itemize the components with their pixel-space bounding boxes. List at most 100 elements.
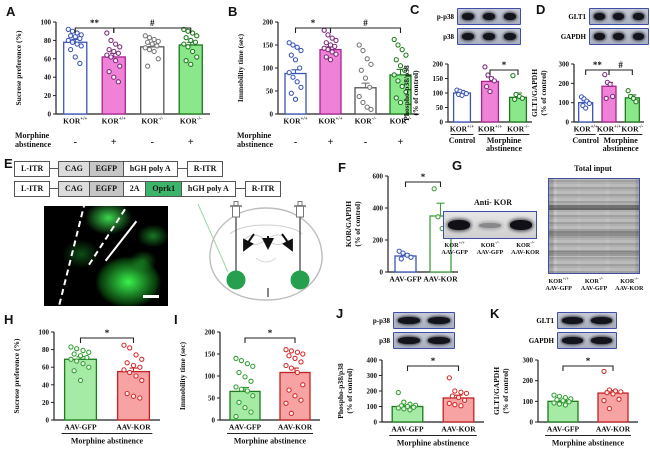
blot-membrane bbox=[393, 332, 455, 349]
x-category-label: KOR-/- bbox=[621, 125, 643, 134]
sig-label: # bbox=[363, 18, 368, 28]
fluorescence-micrograph bbox=[44, 201, 168, 315]
data-point bbox=[401, 399, 407, 405]
bar bbox=[284, 72, 307, 115]
data-point bbox=[403, 52, 409, 58]
data-point bbox=[294, 369, 301, 376]
blot-row: p38 bbox=[362, 332, 455, 349]
data-point bbox=[185, 44, 191, 50]
data-point bbox=[633, 99, 639, 105]
span-label: Morphine abstinence bbox=[552, 439, 625, 448]
protein-band bbox=[591, 337, 612, 344]
data-point bbox=[484, 83, 490, 90]
sig-label: * bbox=[421, 172, 426, 182]
morphine-abstinence-sign: + bbox=[398, 137, 404, 148]
data-point bbox=[327, 42, 334, 48]
data-point bbox=[452, 402, 458, 408]
data-point bbox=[395, 78, 401, 84]
x-category-label: AAV-KOR bbox=[116, 423, 151, 432]
data-point bbox=[364, 104, 370, 110]
blot-row-label: GAPDH bbox=[560, 32, 586, 41]
y-axis-label: (% of control) bbox=[539, 70, 548, 116]
data-point bbox=[630, 95, 637, 102]
blot-membrane bbox=[457, 8, 521, 25]
data-point bbox=[321, 27, 327, 33]
data-point bbox=[325, 46, 331, 53]
x-category-label: KOR+/+ bbox=[574, 125, 598, 134]
span-label: Morphine abstinence bbox=[397, 439, 470, 448]
bar bbox=[63, 358, 98, 421]
y-tick-label: 0 bbox=[566, 119, 570, 127]
data-point bbox=[183, 35, 189, 41]
y-tick-label: 150 bbox=[433, 75, 444, 83]
data-point bbox=[401, 406, 407, 412]
y-tick-label: 150 bbox=[205, 351, 216, 359]
data-point bbox=[238, 357, 245, 364]
data-point bbox=[606, 405, 613, 412]
x-category-label: KOR+/+ bbox=[450, 125, 474, 134]
data-point bbox=[130, 393, 137, 399]
left-injection-site bbox=[226, 270, 246, 290]
protein-band bbox=[613, 13, 625, 20]
data-point bbox=[80, 347, 86, 354]
data-point bbox=[233, 413, 239, 420]
y-axis-label: Sucrose preference (%) bbox=[12, 338, 21, 413]
sig-label: * bbox=[502, 60, 507, 70]
data-point bbox=[69, 39, 76, 45]
panel-label-a: A bbox=[6, 4, 16, 19]
data-point bbox=[238, 386, 245, 392]
morphine-abstinence-sign: + bbox=[188, 137, 194, 148]
data-point bbox=[367, 84, 373, 90]
sig-bracket bbox=[244, 337, 296, 343]
kor-protein-band bbox=[509, 220, 532, 230]
y-axis-label: Phospho-p38/p38 bbox=[336, 363, 345, 419]
blot-row-label: GLT1 bbox=[568, 12, 586, 21]
data-point bbox=[404, 403, 411, 410]
right-injection-site bbox=[290, 270, 310, 290]
data-point bbox=[551, 400, 557, 406]
data-point bbox=[86, 349, 92, 355]
data-point bbox=[461, 397, 468, 403]
lane-virus-label: AAV-GFP bbox=[476, 249, 504, 257]
data-point bbox=[292, 57, 299, 63]
x-category-label: KOR+/+ bbox=[63, 117, 87, 126]
data-point bbox=[112, 41, 119, 47]
data-point bbox=[408, 254, 414, 260]
data-point bbox=[435, 214, 441, 220]
y-tick-label: 100 bbox=[523, 398, 534, 406]
data-point bbox=[242, 374, 248, 380]
gel-band bbox=[549, 251, 639, 256]
data-point bbox=[329, 49, 335, 55]
data-point bbox=[607, 81, 613, 87]
morphine-abstinence-label: abstinence bbox=[237, 140, 273, 149]
protein-band bbox=[503, 13, 516, 20]
data-point bbox=[395, 405, 401, 411]
lane-genotype-row: KOR+/+ KOR-/- KOR-/- bbox=[437, 240, 543, 249]
data-point bbox=[393, 95, 399, 101]
blot-row: p-p38 bbox=[426, 8, 521, 25]
data-point bbox=[604, 390, 610, 396]
data-point bbox=[72, 34, 78, 40]
data-point bbox=[117, 44, 123, 50]
data-point bbox=[610, 391, 616, 397]
data-point bbox=[360, 99, 366, 106]
x-category-label: AAV-GFP bbox=[229, 423, 262, 432]
data-point bbox=[554, 397, 560, 403]
protein-band bbox=[562, 317, 583, 324]
y-tick-label: 80 bbox=[42, 346, 50, 354]
lane-virus-label: AAV-KOR bbox=[511, 249, 540, 257]
data-point bbox=[84, 354, 90, 361]
data-point bbox=[431, 186, 437, 192]
data-point bbox=[145, 63, 151, 69]
data-point bbox=[395, 389, 401, 396]
data-point bbox=[244, 361, 251, 367]
y-tick-label: 20 bbox=[42, 399, 50, 407]
y-tick-label: 100 bbox=[433, 90, 444, 98]
error-bar bbox=[129, 367, 138, 372]
scale-bar bbox=[143, 295, 159, 298]
protein-band bbox=[428, 317, 450, 324]
bar bbox=[63, 41, 88, 115]
data-point bbox=[68, 33, 74, 39]
data-point bbox=[286, 387, 292, 393]
panel-label-e: E bbox=[4, 156, 13, 171]
